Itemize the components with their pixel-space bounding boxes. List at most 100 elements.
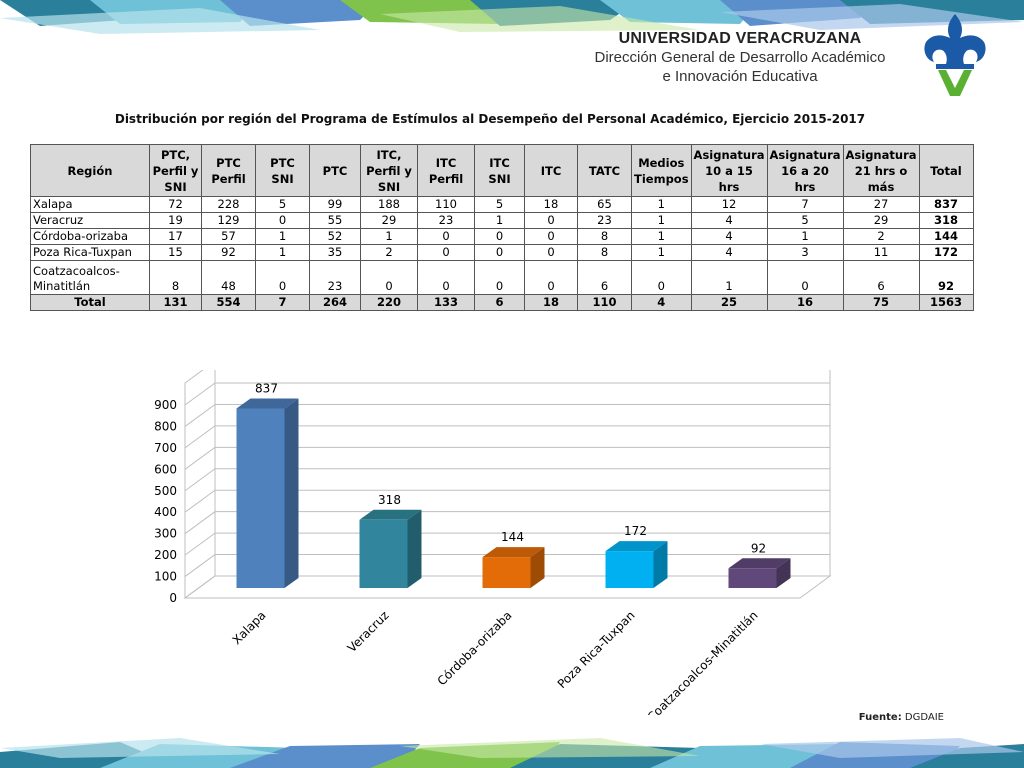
bottom-decorative-band xyxy=(0,738,1024,768)
y-tick-label: 100 xyxy=(154,570,177,584)
gridline xyxy=(184,532,830,556)
table-cell: 5 xyxy=(474,196,525,213)
side-wall xyxy=(184,370,216,599)
total-value-cell: 220 xyxy=(360,294,418,311)
bar-side xyxy=(284,398,299,588)
y-tick-label: 300 xyxy=(154,527,177,541)
table-row: Poza Rica-Tuxpan 15 92 1 35 2 0 0 0 8 1 4 3 11 172 xyxy=(30,244,974,261)
total-cell: 144 xyxy=(918,228,974,245)
table-cell: 1 xyxy=(631,196,692,213)
data-label: 144 xyxy=(501,530,524,544)
university-name: UNIVERSIDAD VERACRUZANA xyxy=(618,30,862,47)
table-cell: 1 xyxy=(631,212,692,229)
table-cell: 19 xyxy=(149,212,202,229)
y-tick-label: 500 xyxy=(154,484,177,498)
total-value-cell: 16 xyxy=(766,294,844,311)
table-cell: 17 xyxy=(149,228,202,245)
table-cell: 18 xyxy=(524,196,578,213)
bar xyxy=(728,558,791,588)
column-header: ITC xyxy=(524,144,578,197)
department-line-1: Dirección General de Desarrollo Académic… xyxy=(594,49,886,66)
category-label: Xalapa xyxy=(230,608,269,647)
total-value-cell: 25 xyxy=(690,294,768,311)
bar xyxy=(236,398,299,588)
table-cell: 52 xyxy=(309,228,361,245)
table-cell: 3 xyxy=(766,244,844,261)
table-cell: 72 xyxy=(149,196,202,213)
table-cell: 129 xyxy=(201,212,256,229)
gridline xyxy=(184,382,830,406)
column-header: Asignatura 10 a 15 hrs xyxy=(690,144,768,197)
region-cell: Poza Rica-Tuxpan xyxy=(30,244,150,261)
table-cell: 1 xyxy=(631,228,692,245)
total-value-cell: 75 xyxy=(842,294,920,311)
table-cell: 12 xyxy=(690,196,768,213)
table-cell: 35 xyxy=(309,244,361,261)
y-tick-label: 200 xyxy=(154,548,177,562)
gridline xyxy=(184,446,830,470)
data-label: 92 xyxy=(751,541,766,555)
y-tick-label: 700 xyxy=(154,441,177,455)
column-header: ITC, Perfil y SNI xyxy=(360,144,418,197)
source-label: Fuente: xyxy=(858,712,902,723)
bar-front xyxy=(482,557,531,588)
gridline xyxy=(184,403,830,427)
table-cell: 1 xyxy=(631,244,692,261)
column-header: Total xyxy=(918,144,974,197)
table-cell: 7 xyxy=(766,196,844,213)
table-cell: 2 xyxy=(842,228,920,245)
table-cell: 23 xyxy=(417,212,475,229)
table-cell: 228 xyxy=(201,196,256,213)
bar-side xyxy=(653,541,668,588)
table-cell: 29 xyxy=(360,212,418,229)
table-cell: 15 xyxy=(149,244,202,261)
bar-top xyxy=(605,541,668,552)
bar-front xyxy=(605,551,654,588)
total-label-cell: Total xyxy=(30,294,150,311)
total-value-cell: 131 xyxy=(149,294,202,311)
table-cell: 92 xyxy=(201,244,256,261)
bar xyxy=(482,547,545,588)
bar-front xyxy=(236,408,285,588)
total-value-cell: 4 xyxy=(631,294,692,311)
table-cell: 0 xyxy=(417,228,475,245)
total-value-cell: 7 xyxy=(255,294,310,311)
region-cell: Veracruz xyxy=(30,212,150,229)
table-cell: 6 xyxy=(842,260,920,295)
bar-front xyxy=(728,568,777,588)
gridline xyxy=(184,468,830,492)
table-title: Distribución por región del Programa de … xyxy=(114,112,866,126)
back-wall xyxy=(214,370,831,577)
gridline xyxy=(184,511,830,535)
table-row: Xalapa 72 228 5 99 188 110 5 18 65 1 12 7 27 837 xyxy=(30,196,974,213)
region-cell: Córdoba-orizaba xyxy=(30,228,150,245)
region-cell: Coatzacoalcos-Minatitlán xyxy=(30,260,150,295)
table-cell: 1 xyxy=(474,212,525,229)
table-cell: 8 xyxy=(577,244,632,261)
total-cell: 318 xyxy=(918,212,974,229)
table-cell: 2 xyxy=(360,244,418,261)
category-label: Poza Rica-Tuxpan xyxy=(555,608,638,691)
bar-top xyxy=(482,547,545,558)
table-cell: 1 xyxy=(360,228,418,245)
bar xyxy=(359,509,422,588)
table-cell: 11 xyxy=(842,244,920,261)
bar-front xyxy=(359,519,408,588)
total-value-cell: 554 xyxy=(201,294,256,311)
table-cell: 4 xyxy=(690,228,768,245)
total-cell: 837 xyxy=(918,196,974,213)
column-header: Asignatura 16 a 20 hrs xyxy=(766,144,844,197)
y-tick-label: 0 xyxy=(169,591,177,605)
region-cell: Xalapa xyxy=(30,196,150,213)
table-cell: 0 xyxy=(631,260,692,295)
table-cell: 5 xyxy=(255,196,310,213)
column-header: PTC xyxy=(309,144,361,197)
table-cell: 65 xyxy=(577,196,632,213)
table-cell: 55 xyxy=(309,212,361,229)
total-value-cell: 6 xyxy=(474,294,525,311)
total-value-cell: 1563 xyxy=(918,294,974,311)
gridline xyxy=(184,425,830,449)
data-label: 837 xyxy=(255,382,278,396)
table-cell: 23 xyxy=(577,212,632,229)
table-cell: 27 xyxy=(842,196,920,213)
